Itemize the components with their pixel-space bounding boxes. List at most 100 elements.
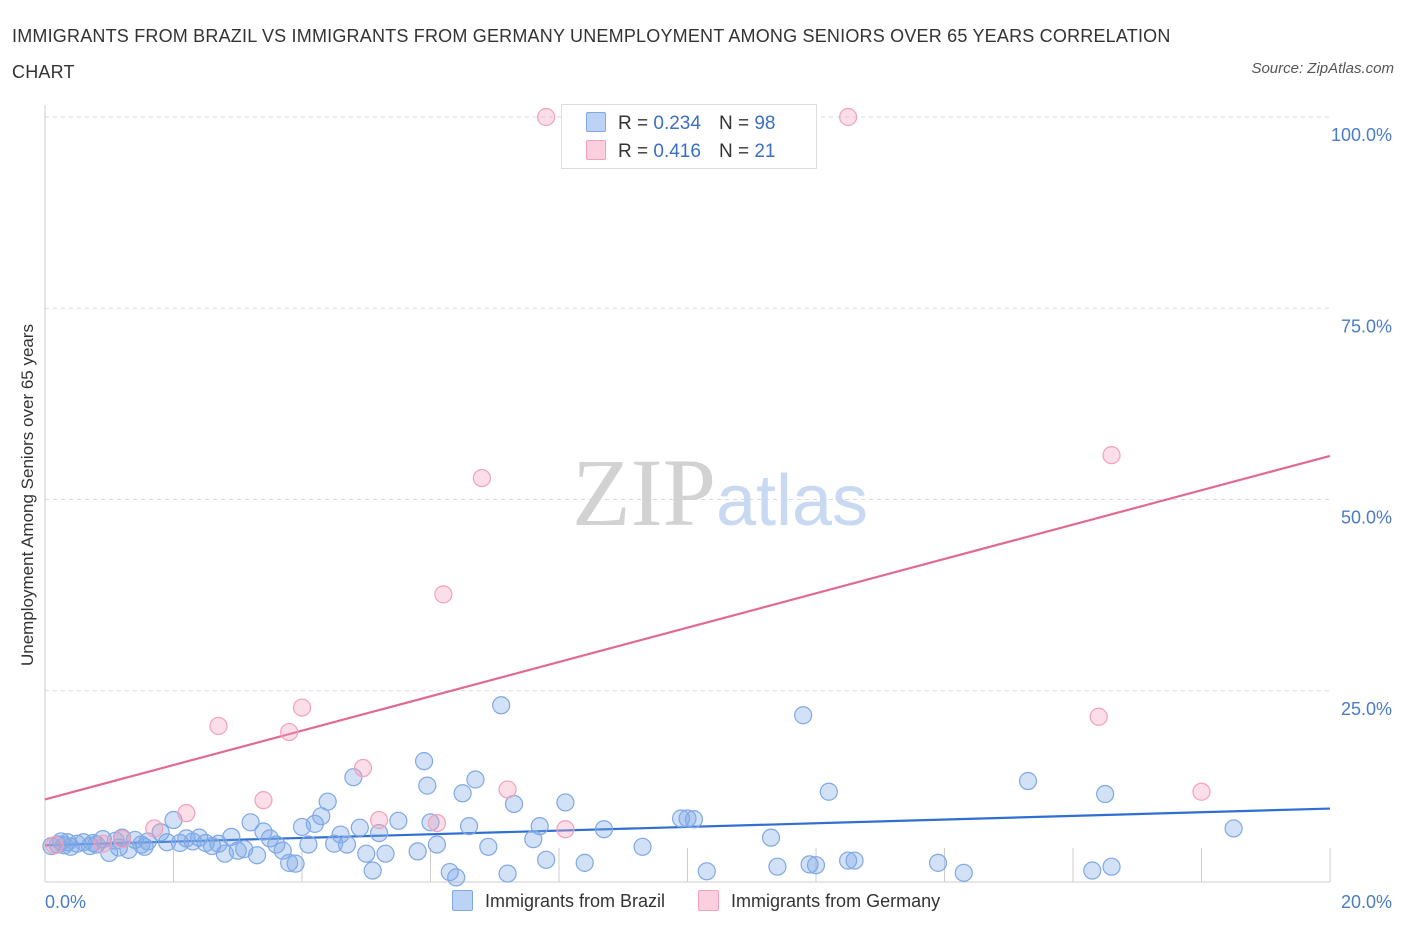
point-brazil[interactable]: [389, 811, 408, 830]
point-brazil[interactable]: [684, 810, 704, 829]
watermark-atlas: atlas: [716, 461, 868, 541]
point-brazil[interactable]: [633, 837, 652, 856]
point-brazil[interactable]: [459, 817, 479, 836]
y-tick-label: 25.0%: [1341, 699, 1392, 719]
point-brazil[interactable]: [414, 752, 434, 771]
point-germany[interactable]: [839, 107, 858, 127]
point-brazil[interactable]: [286, 854, 305, 873]
point-germany[interactable]: [112, 830, 132, 849]
legend-item-germany[interactable]: Immigrants from Germany: [698, 890, 940, 912]
point-brazil[interactable]: [421, 813, 440, 832]
point-germany[interactable]: [472, 468, 491, 488]
point-brazil[interactable]: [363, 861, 382, 880]
point-germany[interactable]: [370, 810, 389, 830]
point-brazil[interactable]: [928, 853, 948, 872]
watermark-zip: ZIP: [572, 439, 716, 546]
point-brazil[interactable]: [498, 864, 517, 883]
point-brazil[interactable]: [537, 850, 556, 869]
point-germany[interactable]: [434, 585, 453, 604]
point-brazil[interactable]: [344, 768, 363, 787]
point-brazil[interactable]: [839, 851, 858, 870]
point-brazil[interactable]: [1083, 861, 1102, 880]
point-brazil[interactable]: [135, 837, 154, 856]
point-brazil[interactable]: [337, 835, 357, 854]
point-brazil[interactable]: [1096, 784, 1115, 804]
trend-line-germany: [44, 454, 1331, 801]
point-germany[interactable]: [1192, 782, 1211, 801]
point-brazil[interactable]: [1102, 857, 1121, 876]
point-brazil[interactable]: [768, 857, 787, 876]
point-brazil[interactable]: [357, 844, 376, 863]
point-germany[interactable]: [145, 819, 164, 838]
stats-legend-row-germany: R = 0.416 N = 21: [586, 140, 775, 166]
point-brazil[interactable]: [819, 782, 838, 801]
point-germany[interactable]: [427, 813, 447, 833]
point-brazil[interactable]: [447, 868, 466, 887]
legend-label-brazil: Immigrants from Brazil: [485, 891, 666, 911]
y-tick-label: 75.0%: [1341, 316, 1392, 336]
point-germany[interactable]: [537, 107, 556, 127]
point-brazil[interactable]: [325, 834, 344, 853]
point-germany[interactable]: [353, 758, 373, 778]
point-brazil[interactable]: [318, 792, 337, 811]
legend-swatch-brazil: [586, 112, 606, 132]
point-germany[interactable]: [177, 804, 196, 823]
legend-swatch-brazil: [452, 890, 473, 911]
point-brazil[interactable]: [241, 813, 260, 832]
axes: [44, 105, 1331, 883]
point-brazil[interactable]: [806, 856, 826, 875]
point-brazil[interactable]: [678, 809, 697, 828]
n-label: N =: [718, 141, 750, 162]
point-brazil[interactable]: [466, 770, 485, 789]
point-brazil[interactable]: [427, 835, 447, 854]
point-germany[interactable]: [280, 722, 299, 742]
point-germany[interactable]: [254, 791, 273, 810]
point-brazil[interactable]: [794, 706, 813, 725]
series-legend: Immigrants from Brazil Immigrants from G…: [452, 890, 968, 912]
point-brazil[interactable]: [1224, 819, 1243, 838]
point-brazil[interactable]: [761, 828, 781, 847]
stats-legend-row-brazil: R = 0.234 N = 98: [586, 112, 775, 138]
point-brazil[interactable]: [556, 793, 575, 812]
point-brazil[interactable]: [1018, 771, 1038, 791]
legend-swatch-germany: [698, 890, 720, 911]
point-brazil[interactable]: [228, 841, 247, 860]
point-germany[interactable]: [498, 780, 517, 799]
y-tick-labels: 25.0% 50.0% 75.0% 100.0%: [1331, 125, 1392, 719]
r-value-brazil: 0.234: [653, 113, 701, 134]
point-germany[interactable]: [93, 834, 112, 853]
point-germany[interactable]: [1089, 707, 1108, 726]
point-germany[interactable]: [209, 716, 228, 736]
point-brazil[interactable]: [575, 853, 594, 872]
point-brazil[interactable]: [370, 823, 389, 843]
source-label: Source: ZipAtlas.com: [1251, 60, 1394, 77]
point-brazil[interactable]: [697, 862, 716, 881]
point-germany[interactable]: [292, 698, 312, 717]
data-points: [42, 107, 1243, 887]
point-brazil[interactable]: [254, 822, 273, 841]
point-brazil[interactable]: [408, 842, 427, 861]
point-brazil[interactable]: [247, 846, 267, 865]
point-brazil[interactable]: [800, 855, 819, 874]
point-brazil[interactable]: [954, 863, 973, 882]
n-value-germany: 21: [754, 141, 776, 162]
point-brazil[interactable]: [594, 820, 614, 839]
legend-item-brazil[interactable]: Immigrants from Brazil: [452, 890, 665, 912]
point-brazil[interactable]: [479, 837, 498, 856]
point-brazil[interactable]: [671, 809, 691, 828]
point-brazil[interactable]: [331, 825, 350, 844]
point-brazil[interactable]: [157, 833, 177, 852]
point-germany[interactable]: [1102, 446, 1121, 465]
point-brazil[interactable]: [845, 851, 864, 870]
point-germany[interactable]: [45, 836, 64, 855]
point-brazil[interactable]: [280, 853, 299, 872]
point-brazil[interactable]: [299, 835, 318, 854]
point-brazil[interactable]: [530, 817, 549, 836]
r-label: R =: [618, 141, 649, 162]
point-brazil[interactable]: [492, 696, 511, 715]
point-brazil[interactable]: [376, 844, 395, 863]
point-brazil[interactable]: [350, 818, 369, 837]
point-germany[interactable]: [556, 820, 575, 839]
point-brazil[interactable]: [453, 784, 472, 803]
point-brazil[interactable]: [418, 776, 437, 795]
